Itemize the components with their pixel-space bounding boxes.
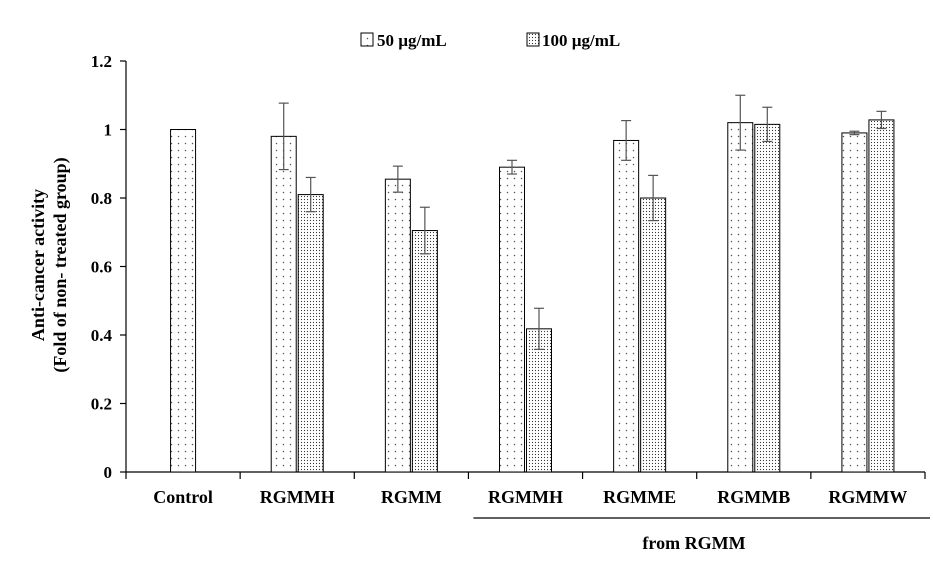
y-axis-title: Anti-cancer activity (Fold of non- treat… xyxy=(28,157,71,372)
y-axis-label-line1: Anti-cancer activity xyxy=(28,189,48,341)
bar-50 xyxy=(499,166,525,473)
y-tick-label: 1.2 xyxy=(91,52,112,71)
y-tick-label: 0.6 xyxy=(91,258,112,277)
y-axis-label-line2: (Fold of non- treated group) xyxy=(50,157,71,372)
x-tick-label: Control xyxy=(153,487,213,507)
x-tick-label: RGMMB xyxy=(717,487,790,507)
x-tick-label: RGMMH xyxy=(488,487,563,507)
group-label: from RGMM xyxy=(642,533,745,553)
bar-100 xyxy=(640,197,667,473)
x-tick-label: RGMMH xyxy=(260,487,335,507)
y-tick-label: 0.8 xyxy=(91,189,112,208)
x-tick-label: RGMM xyxy=(381,487,442,507)
bar-50 xyxy=(727,122,754,473)
x-tick-label: RGMME xyxy=(603,487,676,507)
bar-50 xyxy=(170,129,197,473)
legend-swatch-100 xyxy=(526,32,540,47)
y-tick-label: 1 xyxy=(104,121,113,140)
plot-area: 0 0.2 0.4 0.6 0.8 1 1.2 Control RGMMH RGMM RGMMH RG… xyxy=(91,52,930,519)
bar-100 xyxy=(297,194,324,473)
bar-50 xyxy=(613,139,640,473)
y-tick-label: 0.2 xyxy=(91,395,112,414)
y-tick-label: 0 xyxy=(104,463,113,482)
bar-100 xyxy=(411,230,438,473)
bar-100 xyxy=(754,123,781,473)
bar-100 xyxy=(526,328,552,473)
legend: 50 µg/mL 100 µg/mL xyxy=(360,31,620,50)
bar-100 xyxy=(868,119,895,473)
legend-label-50: 50 µg/mL xyxy=(377,31,447,50)
x-tick-label: RGMMW xyxy=(828,487,907,507)
y-tick-label: 0.4 xyxy=(91,326,113,345)
bar-50 xyxy=(841,132,868,473)
bar-50 xyxy=(384,178,411,473)
bar-50 xyxy=(270,135,297,473)
legend-label-100: 100 µg/mL xyxy=(542,31,620,50)
legend-swatch-50 xyxy=(360,32,374,47)
